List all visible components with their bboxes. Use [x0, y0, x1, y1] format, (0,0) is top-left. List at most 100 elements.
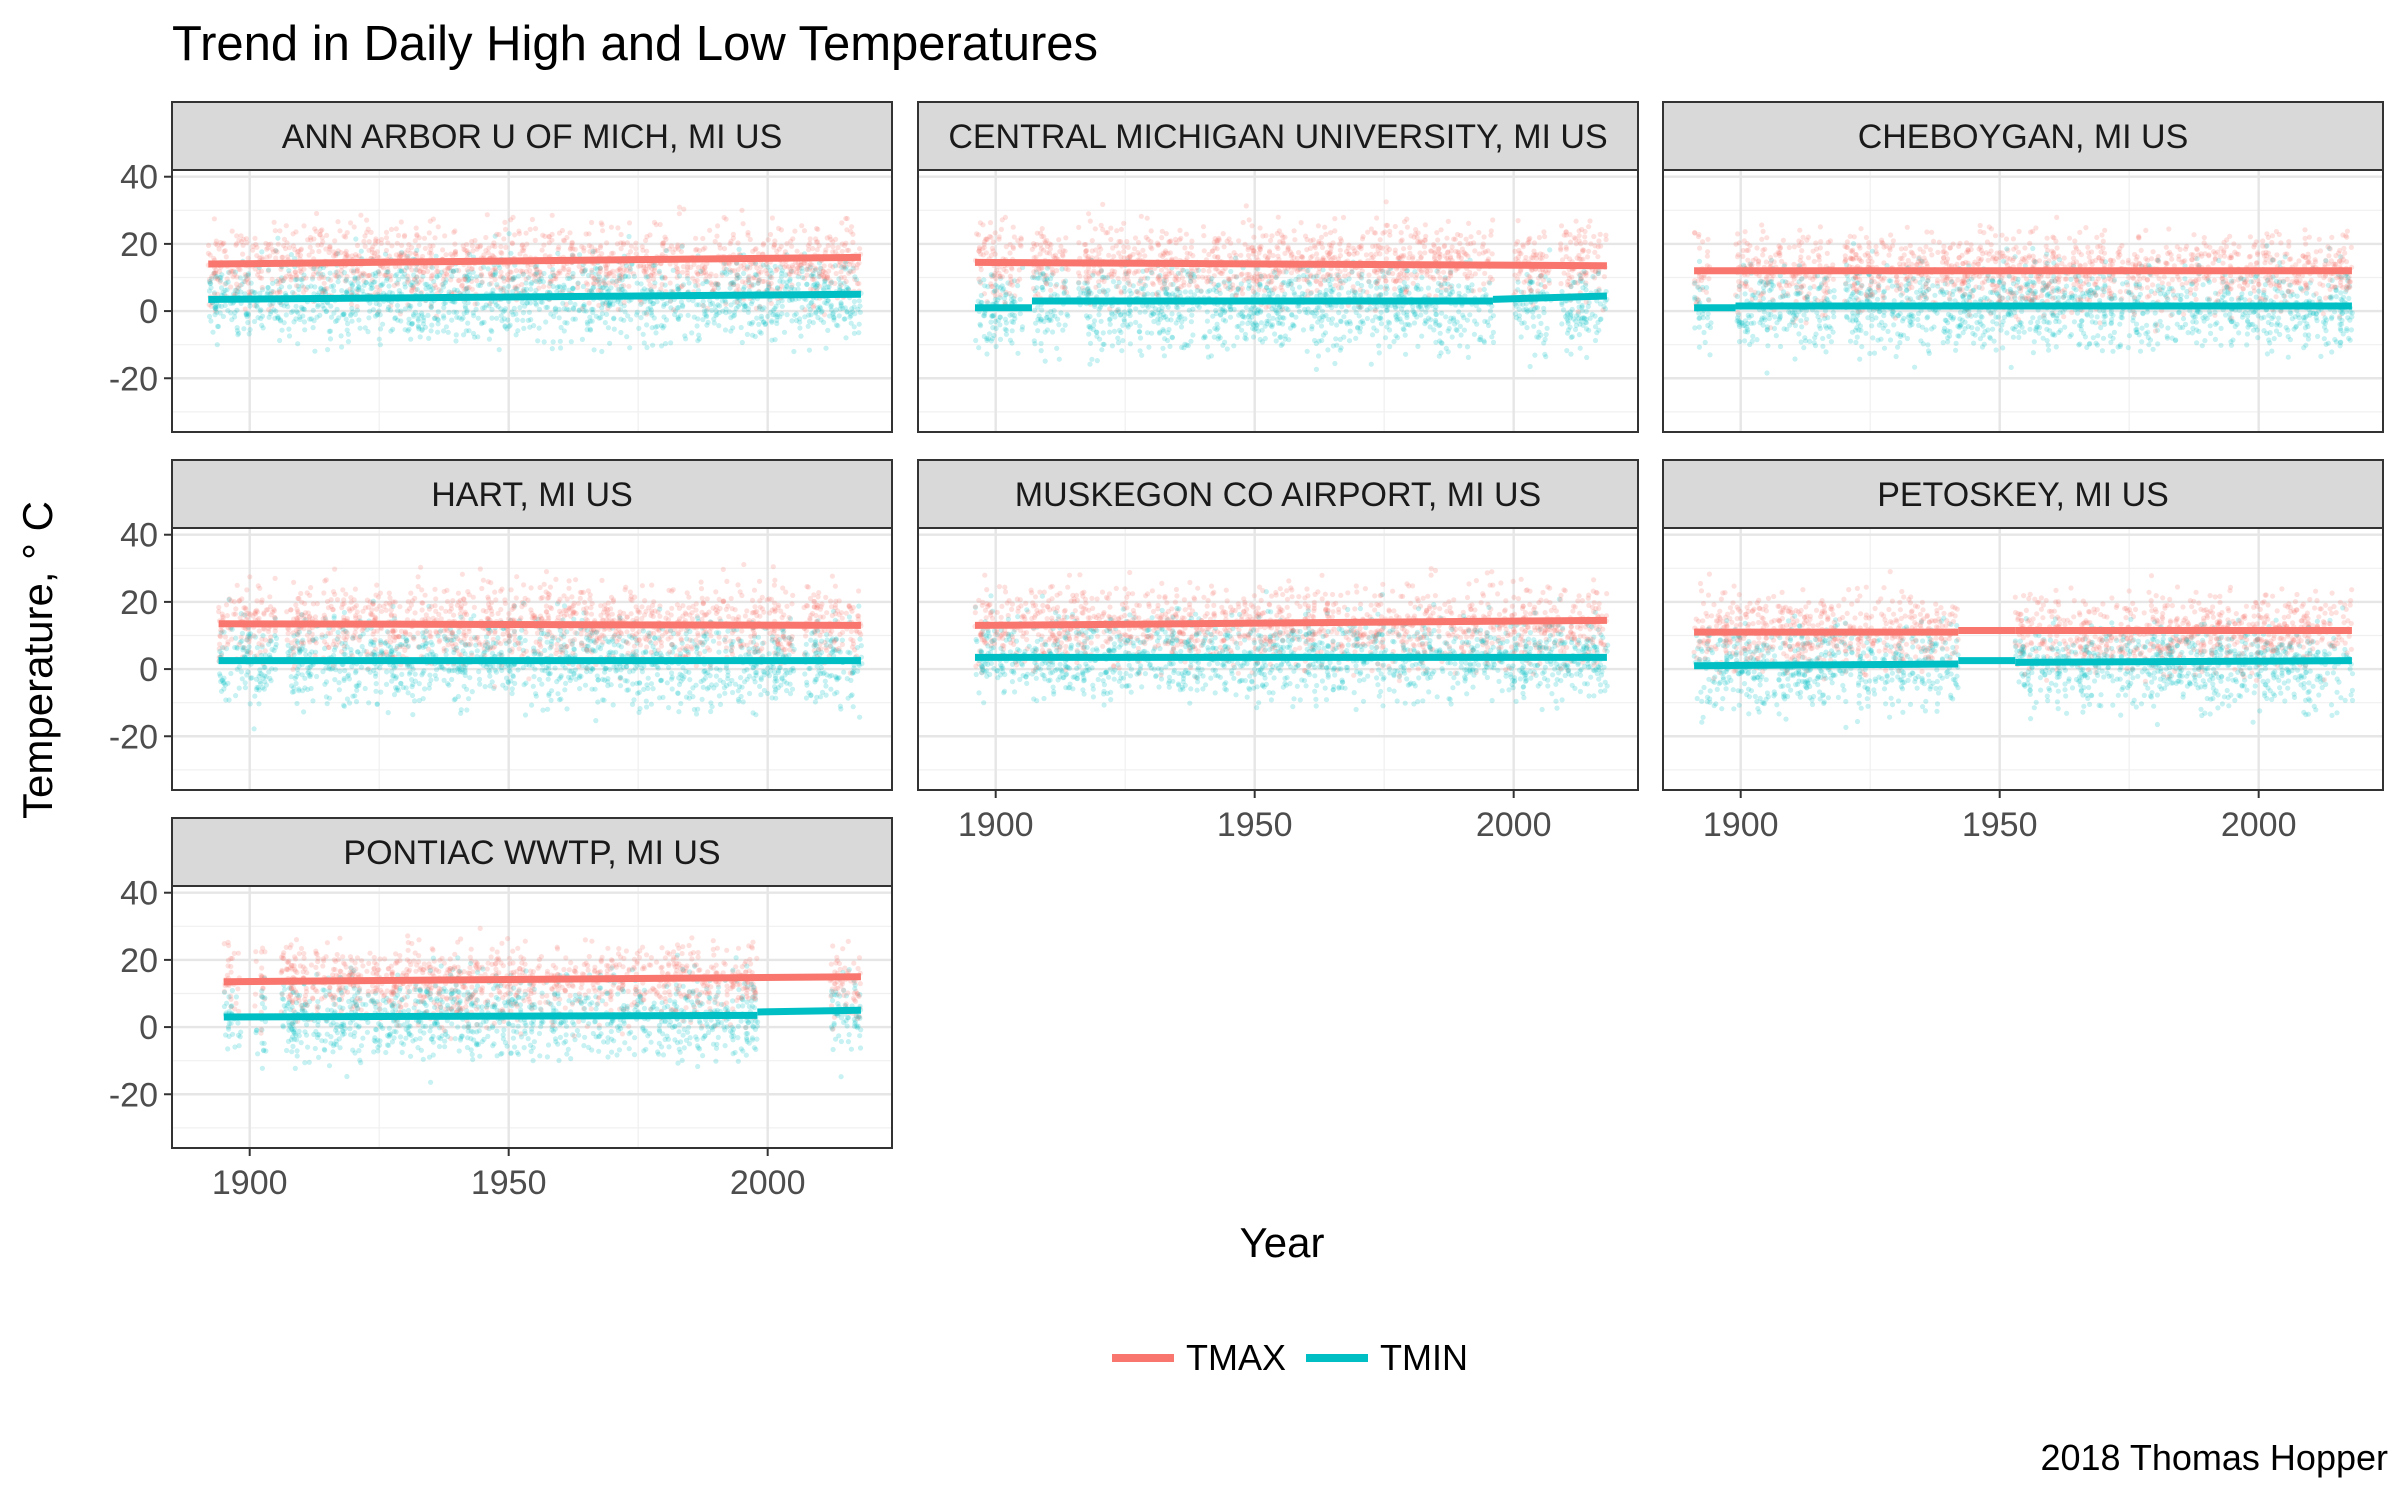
- tmin-point: [1060, 327, 1066, 333]
- tmax-point: [542, 253, 548, 259]
- tmin-point: [1255, 310, 1261, 317]
- tmin-point: [989, 313, 995, 319]
- tmax-point: [383, 235, 390, 241]
- tmin-point: [1315, 353, 1322, 359]
- tmin-point: [789, 318, 795, 324]
- tmax-point: [1414, 272, 1420, 278]
- tmin-point: [1107, 321, 1113, 327]
- tmin-point: [1009, 312, 1015, 318]
- tmax-point: [1432, 254, 1438, 260]
- tmax-point: [1212, 236, 1218, 242]
- tmin-point: [310, 325, 316, 331]
- tmin-point: [1466, 285, 1472, 291]
- tmin-point: [548, 311, 554, 317]
- tmax-point: [1201, 248, 1207, 254]
- tmin-point: [315, 303, 321, 310]
- tmax-point: [1216, 269, 1222, 275]
- tmin-point: [305, 284, 311, 290]
- tmin-point: [1278, 307, 1284, 313]
- tmin-point: [1038, 340, 1044, 347]
- tmax-point: [277, 228, 283, 234]
- tmax-point: [228, 268, 234, 274]
- tmax-point: [805, 243, 811, 249]
- tmax-point: [317, 232, 323, 238]
- tmin-point: [739, 339, 745, 346]
- tmax-point: [1010, 224, 1016, 230]
- tmin-point: [1017, 311, 1023, 317]
- tmin-point: [218, 274, 224, 280]
- tmax-point: [1136, 268, 1142, 274]
- tmin-point: [1282, 336, 1288, 342]
- tmax-point: [234, 281, 240, 287]
- tmax-point: [1318, 234, 1325, 240]
- tmax-point: [1018, 236, 1024, 242]
- tmin-point: [797, 319, 803, 325]
- tmax-point: [1017, 276, 1023, 282]
- tmin-point: [266, 267, 272, 273]
- tmin-point: [1531, 323, 1537, 329]
- tmax-point: [269, 303, 275, 309]
- tmin-point: [1451, 317, 1457, 323]
- tmin-point: [596, 274, 603, 280]
- tmin-point: [1427, 324, 1433, 330]
- tmax-point: [1121, 220, 1127, 226]
- tmin-point: [1490, 339, 1497, 345]
- tmin-point: [1227, 314, 1234, 320]
- tmax-point: [334, 273, 340, 279]
- tmin-point: [817, 304, 823, 310]
- tmin-point: [581, 302, 587, 308]
- tmax-point: [452, 249, 458, 255]
- tmax-point: [617, 273, 623, 279]
- tmin-point: [977, 321, 983, 327]
- tmax-point: [1126, 269, 1132, 275]
- tmax-point: [427, 243, 433, 249]
- tmax-point: [727, 241, 733, 247]
- tmax-point: [379, 236, 385, 243]
- tmin-point: [1404, 312, 1410, 318]
- tmax-point: [529, 216, 536, 223]
- tmin-point: [1190, 332, 1196, 338]
- tmin-point: [823, 345, 829, 351]
- tmin-point: [653, 330, 659, 336]
- tmin-point: [762, 321, 768, 328]
- tmin-point: [1173, 320, 1179, 326]
- tmin-point: [569, 274, 575, 280]
- tmax-point: [756, 276, 763, 282]
- tmax-point: [1280, 240, 1286, 246]
- tmax-point: [498, 285, 504, 291]
- tmax-point: [1398, 230, 1404, 236]
- tmin-point: [643, 310, 650, 316]
- tmin-point: [703, 312, 709, 318]
- tmin-point: [840, 305, 846, 311]
- tmin-point: [395, 317, 401, 323]
- tmin-point: [841, 316, 847, 322]
- tmin-point: [1395, 311, 1401, 317]
- tmin-point: [851, 298, 858, 305]
- tmax-point: [230, 274, 236, 280]
- tmin-point: [988, 319, 994, 325]
- tmin-point: [1369, 332, 1376, 338]
- tmin-point: [644, 322, 650, 328]
- tmin-point: [297, 314, 303, 320]
- tmin-point: [235, 332, 241, 338]
- tmin-point: [277, 318, 283, 324]
- tmax-point: [548, 279, 555, 285]
- tmax-point: [643, 266, 649, 272]
- tmax-point: [700, 235, 706, 242]
- tmin-point: [607, 340, 613, 346]
- tmax-point: [605, 305, 611, 311]
- tmin-point: [515, 273, 522, 279]
- tmin-point: [797, 325, 803, 331]
- tmax-point: [1121, 276, 1127, 282]
- tmin-point: [451, 309, 457, 315]
- tmin-point: [536, 325, 542, 331]
- tmin-point: [1096, 312, 1102, 318]
- tmin-point: [259, 249, 265, 255]
- tmin-point: [1439, 310, 1445, 316]
- tmin-point: [1330, 286, 1336, 293]
- tmax-point: [676, 204, 683, 210]
- tmin-point: [215, 323, 222, 330]
- tmin-point: [1194, 287, 1200, 294]
- tmin-point: [1323, 292, 1329, 298]
- tmin-point: [372, 313, 379, 319]
